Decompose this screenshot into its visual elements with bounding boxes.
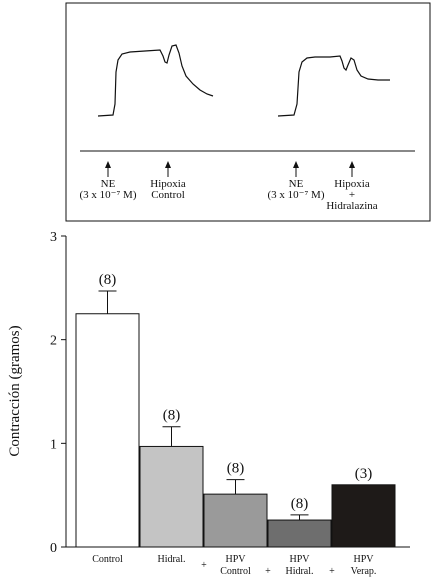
up-arrow-icon (105, 161, 111, 168)
plus-sign: + (265, 566, 271, 577)
plus-sign: + (329, 566, 335, 577)
category-label: Hidral. (285, 566, 313, 577)
trace-1 (97, 44, 214, 117)
bar (75, 313, 140, 548)
marker-label-line: NE (289, 178, 304, 190)
bar-group: (8) (75, 272, 140, 548)
n-label: (8) (291, 496, 309, 512)
category-label: Verap. (351, 566, 377, 577)
category-label: Control (92, 554, 123, 565)
marker-label-line: + (349, 189, 355, 201)
y-tick-label: 1 (50, 437, 57, 452)
bar (139, 445, 204, 548)
n-label: (8) (163, 408, 181, 424)
marker-label-line: NE (101, 178, 116, 190)
n-label: (8) (99, 272, 117, 288)
bar-group: (8) (267, 496, 332, 548)
bar-group: (3) (331, 466, 396, 548)
marker-1: NE(3 x 10⁻⁷ M) (80, 161, 137, 201)
marker-label-line: (3 x 10⁻⁷ M) (268, 189, 325, 201)
n-label: (8) (227, 461, 245, 477)
bar-group: (8) (203, 461, 268, 548)
y-tick-label: 2 (50, 334, 57, 349)
up-arrow-icon (165, 161, 171, 168)
up-arrow-icon (293, 161, 299, 168)
y-tick-label: 3 (50, 230, 57, 245)
marker-label-line: (3 x 10⁻⁷ M) (80, 189, 137, 201)
category-label: Control (220, 566, 251, 577)
bar (203, 493, 268, 548)
marker-3: NE(3 x 10⁻⁷ M) (268, 161, 325, 201)
bar-group: (8) (139, 408, 204, 548)
marker-label-line: Hipoxia (150, 178, 186, 190)
n-label: (3) (355, 466, 373, 482)
y-tick-label: 0 (50, 541, 57, 556)
category-label: HPV (225, 554, 246, 565)
marker-label-line: Hipoxia (334, 178, 370, 190)
category-label: HPV (353, 554, 374, 565)
marker-label-line: Control (151, 189, 185, 201)
category-label: Hidral. (157, 554, 185, 565)
plus-sign: + (201, 560, 207, 571)
y-axis-label: Contracción (gramos) (7, 325, 23, 456)
category-label: HPV (289, 554, 310, 565)
bar (331, 484, 396, 548)
up-arrow-icon (349, 161, 355, 168)
trace-2 (277, 55, 390, 117)
bar (267, 519, 332, 548)
marker-label-line: Hidralazina (326, 200, 377, 212)
marker-4: Hipoxia+Hidralazina (326, 161, 378, 212)
trace-panel-frame (65, 2, 431, 222)
